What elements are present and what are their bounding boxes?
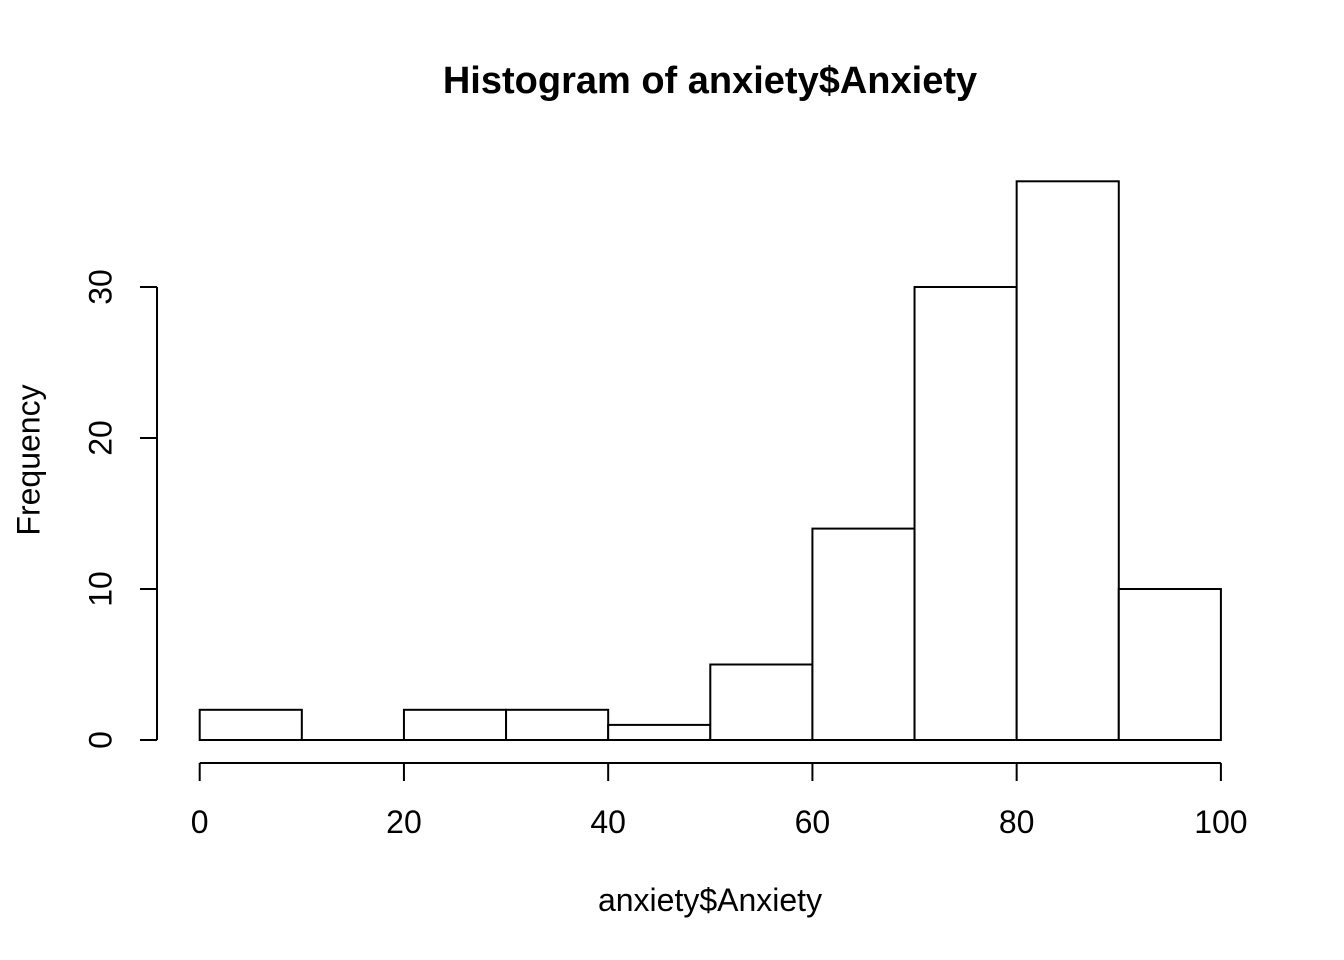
- y-tick-label: 0: [83, 731, 119, 749]
- histogram-bar: [607, 723, 712, 742]
- x-tick-label: 0: [191, 804, 209, 840]
- x-tick-label: 60: [795, 804, 831, 840]
- x-axis-label: anxiety$Anxiety: [598, 882, 822, 918]
- histogram-bar: [709, 663, 814, 741]
- chart-title: Histogram of anxiety$Anxiety: [443, 60, 977, 102]
- histogram-bar: [1015, 180, 1120, 742]
- histogram-bar: [402, 708, 508, 741]
- axes-group: 0 10 20 30 0 20 40 60 80 100: [83, 269, 1248, 840]
- x-tick-label: 100: [1194, 804, 1247, 840]
- histogram-bar: [913, 286, 1018, 741]
- x-tick-label: 40: [590, 804, 626, 840]
- histogram-bar: [811, 527, 916, 741]
- bars-group: [198, 180, 1222, 742]
- histogram-bar: [1117, 588, 1222, 741]
- y-tick-label: 20: [83, 420, 119, 456]
- y-tick-label: 10: [83, 571, 119, 607]
- histogram-bar: [198, 708, 303, 741]
- x-tick-label: 20: [386, 804, 422, 840]
- x-tick-label: 80: [999, 804, 1035, 840]
- histogram-bar: [505, 708, 610, 741]
- y-axis-label: Frequency: [11, 384, 47, 535]
- y-tick-label: 30: [83, 269, 119, 305]
